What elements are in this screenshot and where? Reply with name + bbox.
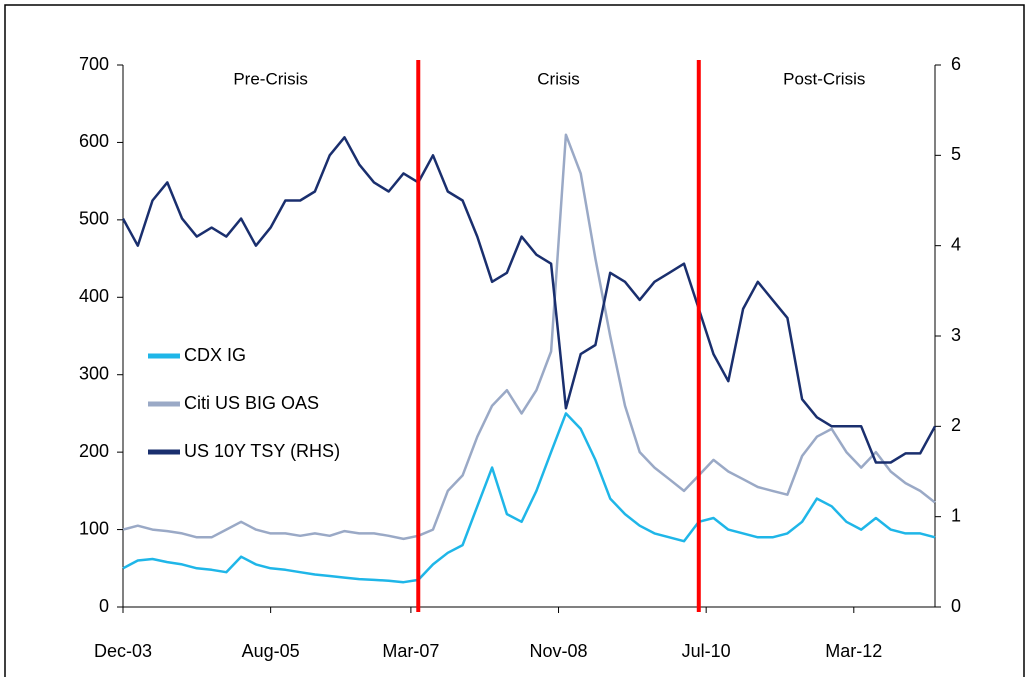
series-line (122, 412, 936, 584)
y2-tick-label: 2 (951, 415, 961, 435)
y-tick-label: 0 (99, 596, 109, 616)
y-tick-label: 200 (79, 441, 109, 461)
y2-tick-label: 5 (951, 144, 961, 164)
frame (4, 4, 1025, 677)
y2-tick-label: 3 (951, 325, 961, 345)
series-line (122, 133, 936, 541)
legend-label: Citi US BIG OAS (184, 393, 319, 413)
legend-label: US 10Y TSY (RHS) (184, 441, 340, 461)
y-tick-label: 600 (79, 131, 109, 151)
x-tick-label: Mar-12 (825, 641, 882, 661)
y-tick-label: 700 (79, 54, 109, 74)
x-tick-label: Nov-08 (530, 641, 588, 661)
series-line (121, 136, 937, 464)
y-tick-label: 300 (79, 363, 109, 383)
y2-tick-label: 0 (951, 596, 961, 616)
y2-tick-label: 6 (951, 54, 961, 74)
region-label: Pre-Crisis (233, 69, 308, 88)
x-tick-label: Dec-03 (94, 641, 152, 661)
region-label: Crisis (537, 69, 580, 88)
y2-tick-label: 1 (951, 505, 961, 525)
x-tick-label: Jul-10 (682, 641, 731, 661)
y-tick-label: 400 (79, 286, 109, 306)
legend-label: CDX IG (184, 345, 246, 365)
region-label: Post-Crisis (783, 69, 865, 88)
y2-tick-label: 4 (951, 234, 961, 254)
x-tick-label: Aug-05 (242, 641, 300, 661)
y-tick-label: 500 (79, 209, 109, 229)
x-tick-label: Mar-07 (382, 641, 439, 661)
y-tick-label: 100 (79, 518, 109, 538)
